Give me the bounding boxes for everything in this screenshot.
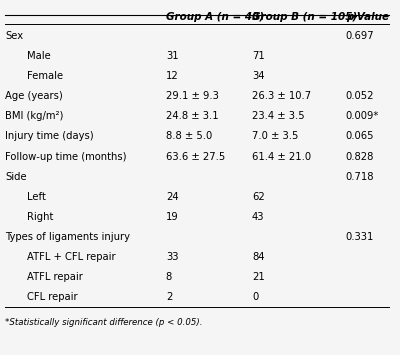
Text: 63.6 ± 27.5: 63.6 ± 27.5 bbox=[166, 152, 225, 162]
Text: Group A (n = 43): Group A (n = 43) bbox=[166, 12, 264, 22]
Text: Age (years): Age (years) bbox=[5, 91, 63, 101]
Text: 33: 33 bbox=[166, 252, 178, 262]
Text: 0: 0 bbox=[252, 292, 258, 302]
Text: 43: 43 bbox=[252, 212, 264, 222]
Text: *Statistically significant difference (p < 0.05).: *Statistically significant difference (p… bbox=[5, 318, 203, 327]
Text: Types of ligaments injury: Types of ligaments injury bbox=[5, 232, 130, 242]
Text: 84: 84 bbox=[252, 252, 264, 262]
Text: Male: Male bbox=[27, 51, 50, 61]
Text: 0.718: 0.718 bbox=[346, 171, 374, 182]
Text: 26.3 ± 10.7: 26.3 ± 10.7 bbox=[252, 91, 311, 101]
Text: 24: 24 bbox=[166, 192, 178, 202]
Text: Follow-up time (months): Follow-up time (months) bbox=[5, 152, 127, 162]
Text: 8.8 ± 5.0: 8.8 ± 5.0 bbox=[166, 131, 212, 141]
Text: 8: 8 bbox=[166, 272, 172, 282]
Text: 0.009*: 0.009* bbox=[346, 111, 379, 121]
Text: 31: 31 bbox=[166, 51, 178, 61]
Text: 71: 71 bbox=[252, 51, 265, 61]
Text: Left: Left bbox=[27, 192, 46, 202]
Text: 24.8 ± 3.1: 24.8 ± 3.1 bbox=[166, 111, 218, 121]
Text: 62: 62 bbox=[252, 192, 265, 202]
Text: Injury time (days): Injury time (days) bbox=[5, 131, 94, 141]
Text: Side: Side bbox=[5, 171, 27, 182]
Text: BMI (kg/m²): BMI (kg/m²) bbox=[5, 111, 64, 121]
Text: 23.4 ± 3.5: 23.4 ± 3.5 bbox=[252, 111, 304, 121]
Text: 61.4 ± 21.0: 61.4 ± 21.0 bbox=[252, 152, 311, 162]
Text: 0.697: 0.697 bbox=[346, 31, 374, 41]
Text: 19: 19 bbox=[166, 212, 178, 222]
Text: CFL repair: CFL repair bbox=[27, 292, 78, 302]
Text: p-Value: p-Value bbox=[346, 12, 389, 22]
Text: ATFL + CFL repair: ATFL + CFL repair bbox=[27, 252, 116, 262]
Text: 2: 2 bbox=[166, 292, 172, 302]
Text: Right: Right bbox=[27, 212, 53, 222]
Text: 0.052: 0.052 bbox=[346, 91, 374, 101]
Text: 34: 34 bbox=[252, 71, 264, 81]
Text: Female: Female bbox=[27, 71, 63, 81]
Text: ATFL repair: ATFL repair bbox=[27, 272, 83, 282]
Text: 0.828: 0.828 bbox=[346, 152, 374, 162]
Text: Group B (n = 105): Group B (n = 105) bbox=[252, 12, 357, 22]
Text: 0.331: 0.331 bbox=[346, 232, 374, 242]
Text: 12: 12 bbox=[166, 71, 178, 81]
Text: 29.1 ± 9.3: 29.1 ± 9.3 bbox=[166, 91, 219, 101]
Text: 21: 21 bbox=[252, 272, 265, 282]
Text: 7.0 ± 3.5: 7.0 ± 3.5 bbox=[252, 131, 298, 141]
Text: Sex: Sex bbox=[5, 31, 24, 41]
Text: 0.065: 0.065 bbox=[346, 131, 374, 141]
